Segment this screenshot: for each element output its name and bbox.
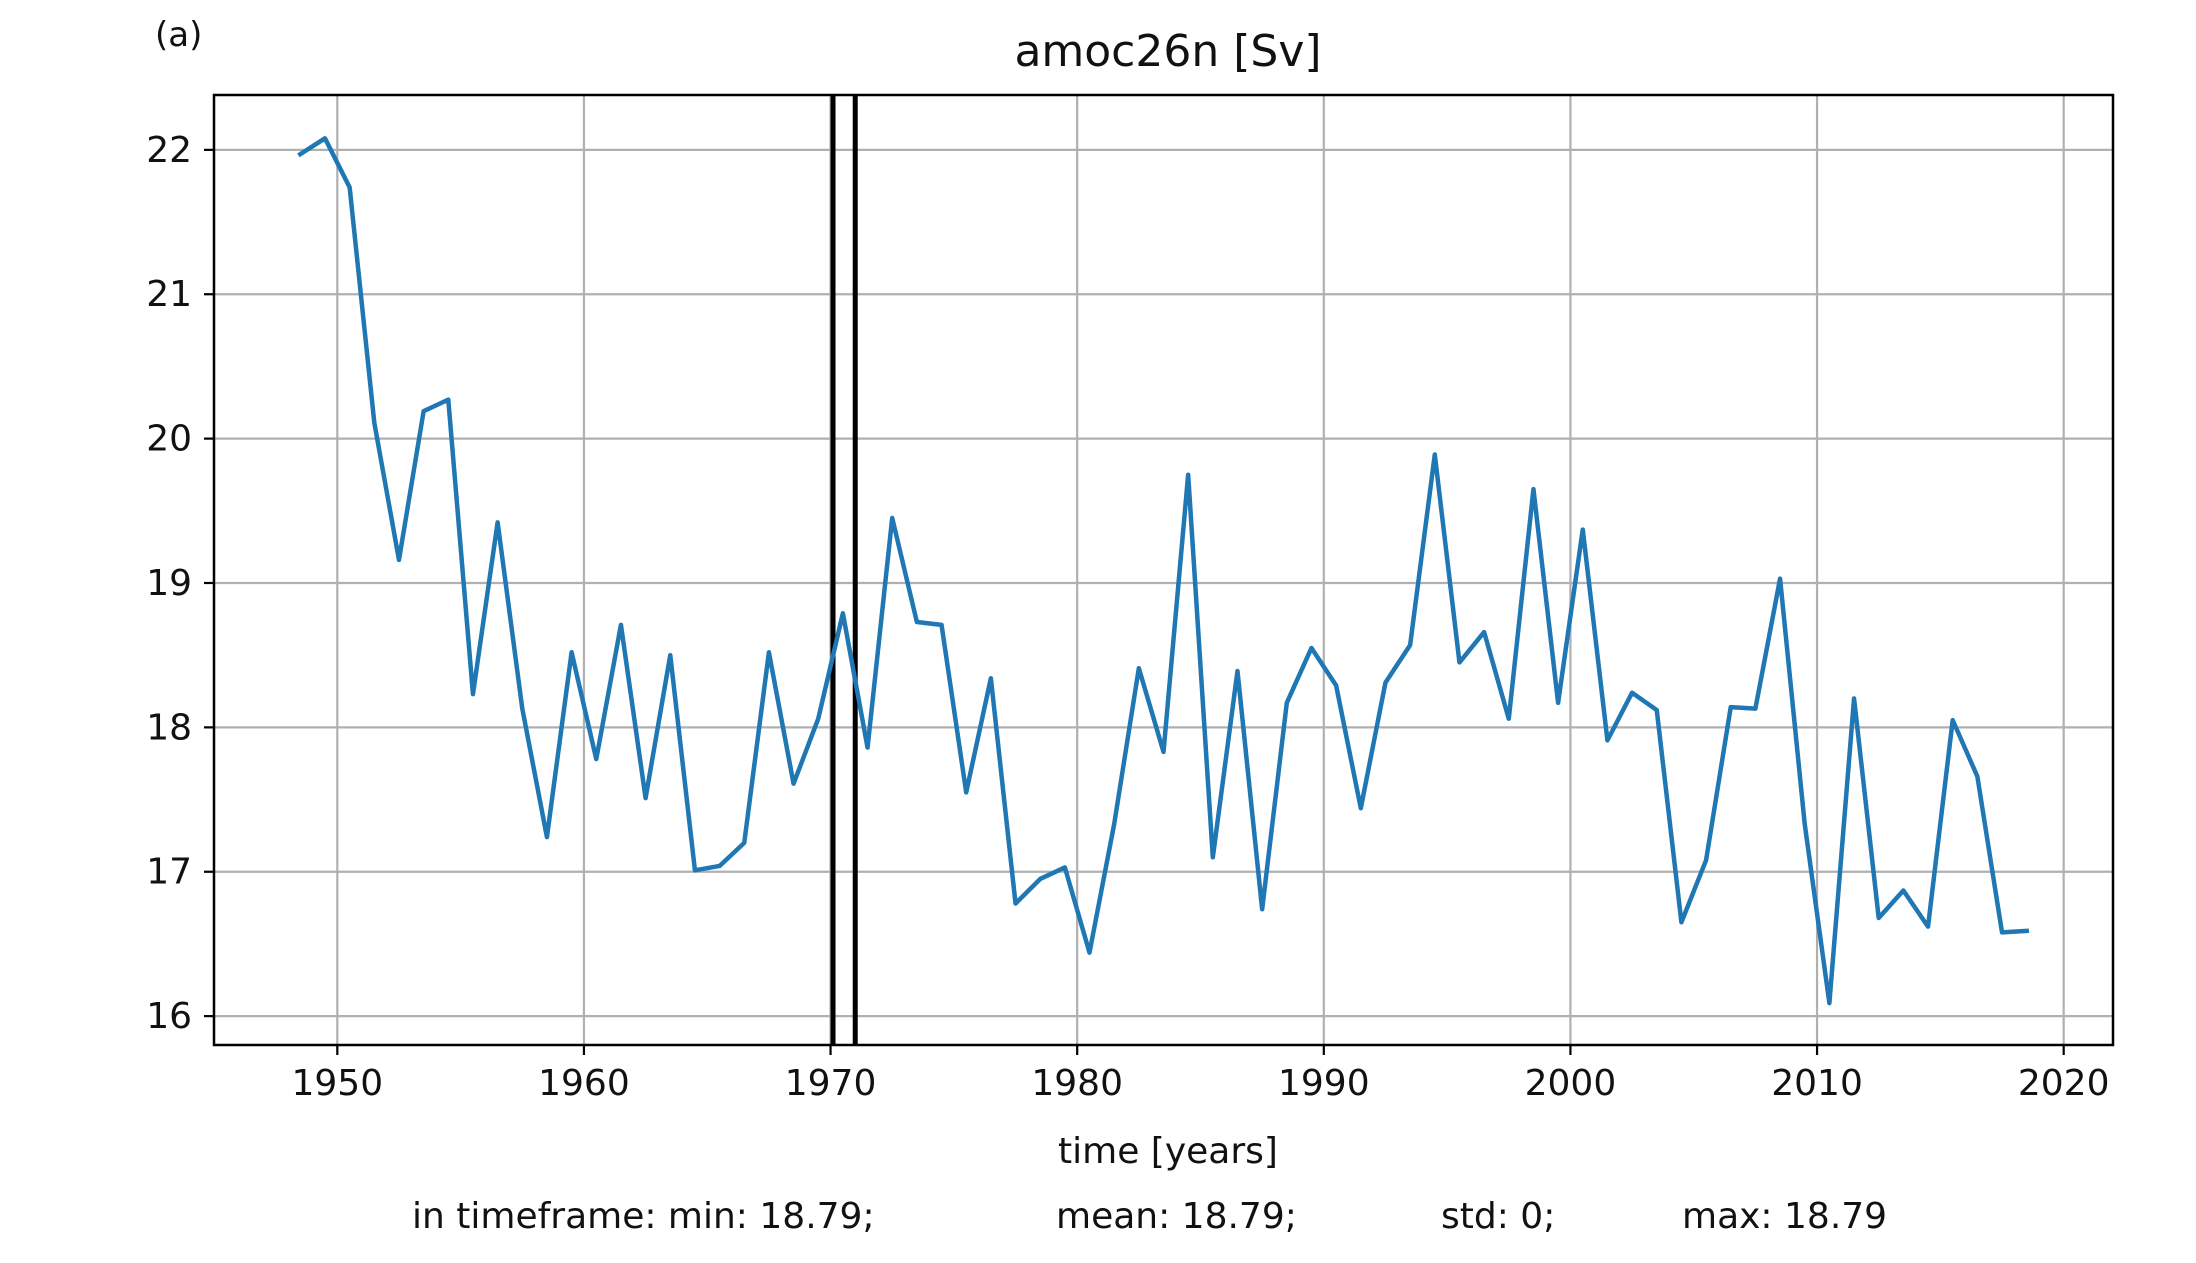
x-tick-label: 1950 (291, 1063, 383, 1104)
y-tick-label: 17 (146, 852, 192, 893)
y-tick-label: 20 (146, 419, 192, 460)
plot-frame (212, 93, 2115, 1047)
y-tick-label: 19 (146, 563, 192, 604)
stat-std: std: 0; (1441, 1196, 1556, 1237)
stat-min: in timeframe: min: 18.79; (412, 1196, 875, 1237)
x-tick-label: 1980 (1031, 1063, 1123, 1104)
x-tick-label: 1960 (538, 1063, 630, 1104)
y-tick-label: 21 (146, 274, 192, 315)
x-tick-label: 2020 (2018, 1063, 2110, 1104)
x-tick-label: 2000 (1525, 1063, 1617, 1104)
chart-title: amoc26n [Sv] (1014, 26, 1321, 77)
stat-mean: mean: 18.79; (1056, 1196, 1297, 1237)
stat-max: max: 18.79 (1682, 1196, 1888, 1237)
panel-label: (a) (155, 15, 202, 55)
y-tick-label: 22 (146, 130, 192, 171)
vertical-markers (830, 95, 858, 1045)
axis-ticks: 1950 1960 1970 1980 1990 2000 2010 2020 16 17 18 19… (146, 130, 2109, 1104)
x-axis-label: time [years] (1058, 1131, 1278, 1172)
grid-lines (214, 95, 2113, 1045)
y-tick-label: 16 (146, 996, 192, 1037)
x-tick-label: 1990 (1278, 1063, 1370, 1104)
y-tick-label: 18 (146, 707, 192, 748)
series-line (297, 136, 2030, 1006)
x-tick-label: 1970 (785, 1063, 877, 1104)
x-tick-label: 2010 (1771, 1063, 1863, 1104)
